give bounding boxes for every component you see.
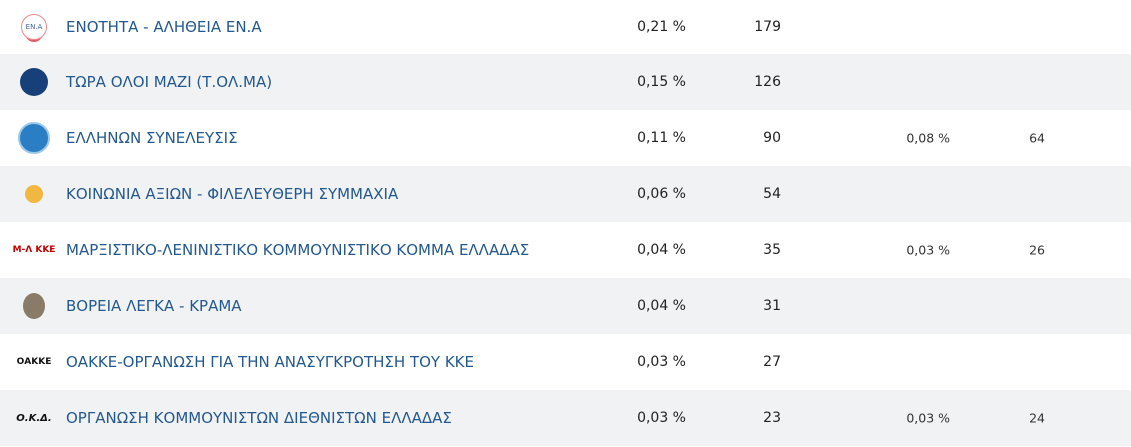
vote-percentage: 0,06 % bbox=[637, 186, 686, 202]
party-name-link[interactable]: ΒΟΡΕΙΑ ΛΕΓΚΑ - ΚΡΑΜΑ bbox=[66, 297, 242, 315]
table-row: ΕΛΛΗΝΩΝ ΣΥΝΕΛΕΥΣΙΣ 0,11 % 90 0,08 % 64 bbox=[0, 110, 1131, 166]
vote-count: 90 bbox=[763, 130, 781, 146]
previous-vote-count: 24 bbox=[1029, 410, 1045, 426]
vote-percentage: 0,03 % bbox=[637, 410, 686, 426]
party-name-link[interactable]: ΟΡΓΑΝΩΣΗ ΚΟΜΜΟΥΝΙΣΤΩΝ ΔΙΕΘΝΙΣΤΩΝ ΕΛΛΑΔΑΣ bbox=[66, 409, 452, 427]
party-logo-icon bbox=[14, 291, 54, 321]
vote-count: 126 bbox=[754, 74, 781, 90]
party-name-link[interactable]: ΚΟΙΝΩΝΙΑ ΑΞΙΩΝ - ΦΙΛΕΛΕΥΘΕΡΗ ΣΥΜΜΑΧΙΑ bbox=[66, 185, 399, 203]
vote-count: 31 bbox=[763, 298, 781, 314]
party-name-link[interactable]: ΤΩΡΑ ΟΛΟΙ ΜΑΖΙ (Τ.ΟΛ.ΜΑ) bbox=[66, 73, 273, 91]
vote-count: 35 bbox=[763, 242, 781, 258]
party-logo-icon: ΕΝ.Α bbox=[14, 12, 54, 42]
globe-logo-icon bbox=[14, 122, 54, 154]
vote-percentage: 0,15 % bbox=[637, 74, 686, 90]
dove-logo-icon bbox=[14, 67, 54, 97]
table-row: ΟΑΚΚΕ ΟΑΚΚΕ-ΟΡΓΑΝΩΣΗ ΓΙΑ ΤΗΝ ΑΝΑΣΥΓΚΡΟΤΗ… bbox=[0, 334, 1131, 390]
vote-percentage: 0,04 % bbox=[637, 242, 686, 258]
previous-vote-count: 64 bbox=[1029, 130, 1045, 146]
party-logo-icon: Ο.Κ.Δ. bbox=[16, 412, 52, 424]
table-row: Ο.Κ.Δ. ΟΡΓΑΝΩΣΗ ΚΟΜΜΟΥΝΙΣΤΩΝ ΔΙΕΘΝΙΣΤΩΝ … bbox=[0, 390, 1131, 446]
party-name-link[interactable]: ΜΑΡΞΙΣΤΙΚΟ-ΛΕΝΙΝΙΣΤΙΚΟ ΚΟΜΜΟΥΝΙΣΤΙΚΟ ΚΟΜ… bbox=[66, 241, 530, 259]
vote-count: 54 bbox=[763, 186, 781, 202]
previous-vote-percentage: 0,03 % bbox=[906, 410, 950, 426]
vote-percentage: 0,03 % bbox=[637, 354, 686, 370]
previous-vote-count: 26 bbox=[1029, 242, 1045, 258]
party-logo-icon: ΟΑΚΚΕ bbox=[16, 357, 52, 367]
previous-vote-percentage: 0,08 % bbox=[906, 130, 950, 146]
vote-count: 27 bbox=[763, 354, 781, 370]
table-row: ΒΟΡΕΙΑ ΛΕΓΚΑ - ΚΡΑΜΑ 0,04 % 31 bbox=[0, 278, 1131, 334]
vote-count: 23 bbox=[763, 410, 781, 426]
vote-count: 179 bbox=[754, 19, 781, 35]
table-row: Μ-Λ ΚΚΕ ΜΑΡΞΙΣΤΙΚΟ-ΛΕΝΙΝΙΣΤΙΚΟ ΚΟΜΜΟΥΝΙΣ… bbox=[0, 222, 1131, 278]
table-row: ΤΩΡΑ ΟΛΟΙ ΜΑΖΙ (Τ.ΟΛ.ΜΑ) 0,15 % 126 bbox=[0, 54, 1131, 110]
party-logo-icon: Μ-Λ ΚΚΕ bbox=[12, 245, 56, 255]
party-name-link[interactable]: ΕΝΟΤΗΤΑ - ΑΛΗΘΕΙΑ ΕΝ.Α bbox=[66, 18, 262, 36]
vote-percentage: 0,11 % bbox=[637, 130, 686, 146]
vote-percentage: 0,04 % bbox=[637, 298, 686, 314]
party-logo-icon bbox=[14, 179, 54, 209]
party-name-link[interactable]: ΟΑΚΚΕ-ΟΡΓΑΝΩΣΗ ΓΙΑ ΤΗΝ ΑΝΑΣΥΓΚΡΟΤΗΣΗ ΤΟΥ… bbox=[66, 353, 474, 371]
vote-percentage: 0,21 % bbox=[637, 19, 686, 35]
previous-vote-percentage: 0,03 % bbox=[906, 242, 950, 258]
party-name-link[interactable]: ΕΛΛΗΝΩΝ ΣΥΝΕΛΕΥΣΙΣ bbox=[66, 129, 238, 147]
table-row: ΕΝ.Α ΕΝΟΤΗΤΑ - ΑΛΗΘΕΙΑ ΕΝ.Α 0,21 % 179 bbox=[0, 0, 1131, 54]
table-row: ΚΟΙΝΩΝΙΑ ΑΞΙΩΝ - ΦΙΛΕΛΕΥΘΕΡΗ ΣΥΜΜΑΧΙΑ 0,… bbox=[0, 166, 1131, 222]
